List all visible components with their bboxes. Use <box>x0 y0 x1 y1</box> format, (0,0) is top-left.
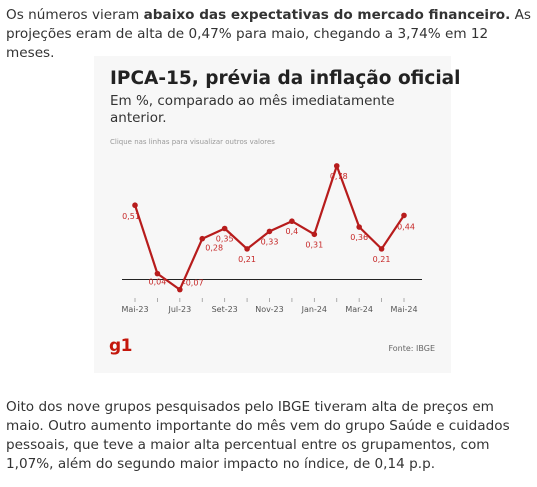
data-point[interactable] <box>378 246 385 252</box>
data-point[interactable] <box>333 163 340 169</box>
data-label: 0,33 <box>261 237 279 246</box>
data-label: -0,07 <box>183 279 204 288</box>
data-label: 0,04 <box>149 278 167 287</box>
intro-run-0: Os números vieram <box>6 7 144 23</box>
data-point[interactable] <box>177 286 183 293</box>
data-label: 0,51 <box>122 212 140 221</box>
series-line[interactable] <box>133 164 405 291</box>
chart-source: Fonte: IBGE <box>388 344 435 353</box>
x-tick-label: Jan-24 <box>301 305 327 314</box>
x-tick-label: Nov-23 <box>255 305 283 314</box>
line-chart[interactable]: Mai-23 Jul-23 Set-23 Nov-23 Jan-24 Mar-24 Mai-… <box>94 56 451 373</box>
data-point[interactable] <box>289 218 295 225</box>
intro-run-2: As projeções eram de alta de 0,47% para … <box>6 7 531 61</box>
x-tick-label: Set-23 <box>212 305 238 314</box>
data-point[interactable] <box>132 202 138 209</box>
data-label: 0,36 <box>350 233 368 242</box>
data-point[interactable] <box>221 225 228 232</box>
chart-hint: Clique nas linhas para visualizar outros… <box>110 138 275 146</box>
data-point[interactable] <box>401 212 407 219</box>
x-tick-label: Mai-23 <box>121 305 148 314</box>
intro-paragraph: Os números vieram abaixo das expectativa… <box>6 6 531 63</box>
data-point[interactable] <box>266 228 273 235</box>
body-paragraph: Oito dos nove grupos pesquisados pelo IB… <box>6 399 510 472</box>
data-label: 0,4 <box>286 227 299 236</box>
data-point[interactable] <box>244 246 250 252</box>
data-label: 0,35 <box>216 235 234 244</box>
data-point[interactable] <box>154 270 161 277</box>
chart-subtitle: Em %, comparado ao mês imediatamente ant… <box>110 93 395 126</box>
chart-card: IPCA-15, prévia da inflação oficial Em %… <box>94 56 461 373</box>
intro-run-1: abaixo das expectativas do mercado finan… <box>143 7 511 23</box>
data-label: 0,31 <box>305 240 323 249</box>
x-tick-label: Mar-24 <box>345 305 373 314</box>
data-label: 0,28 <box>205 244 223 253</box>
chart-title: IPCA-15, prévia da inflação oficial <box>110 68 461 89</box>
data-point[interactable] <box>311 231 318 238</box>
data-point[interactable] <box>356 224 362 230</box>
data-label: 0,21 <box>238 255 256 264</box>
g1-logo: g1 <box>109 336 133 356</box>
data-label: 0,21 <box>373 255 391 264</box>
data-label: 0,78 <box>330 172 348 181</box>
data-point[interactable] <box>199 235 206 242</box>
data-label: 0,44 <box>397 222 415 231</box>
x-tick-label: Mai-24 <box>390 305 417 314</box>
x-tick-label: Jul-23 <box>167 305 191 314</box>
